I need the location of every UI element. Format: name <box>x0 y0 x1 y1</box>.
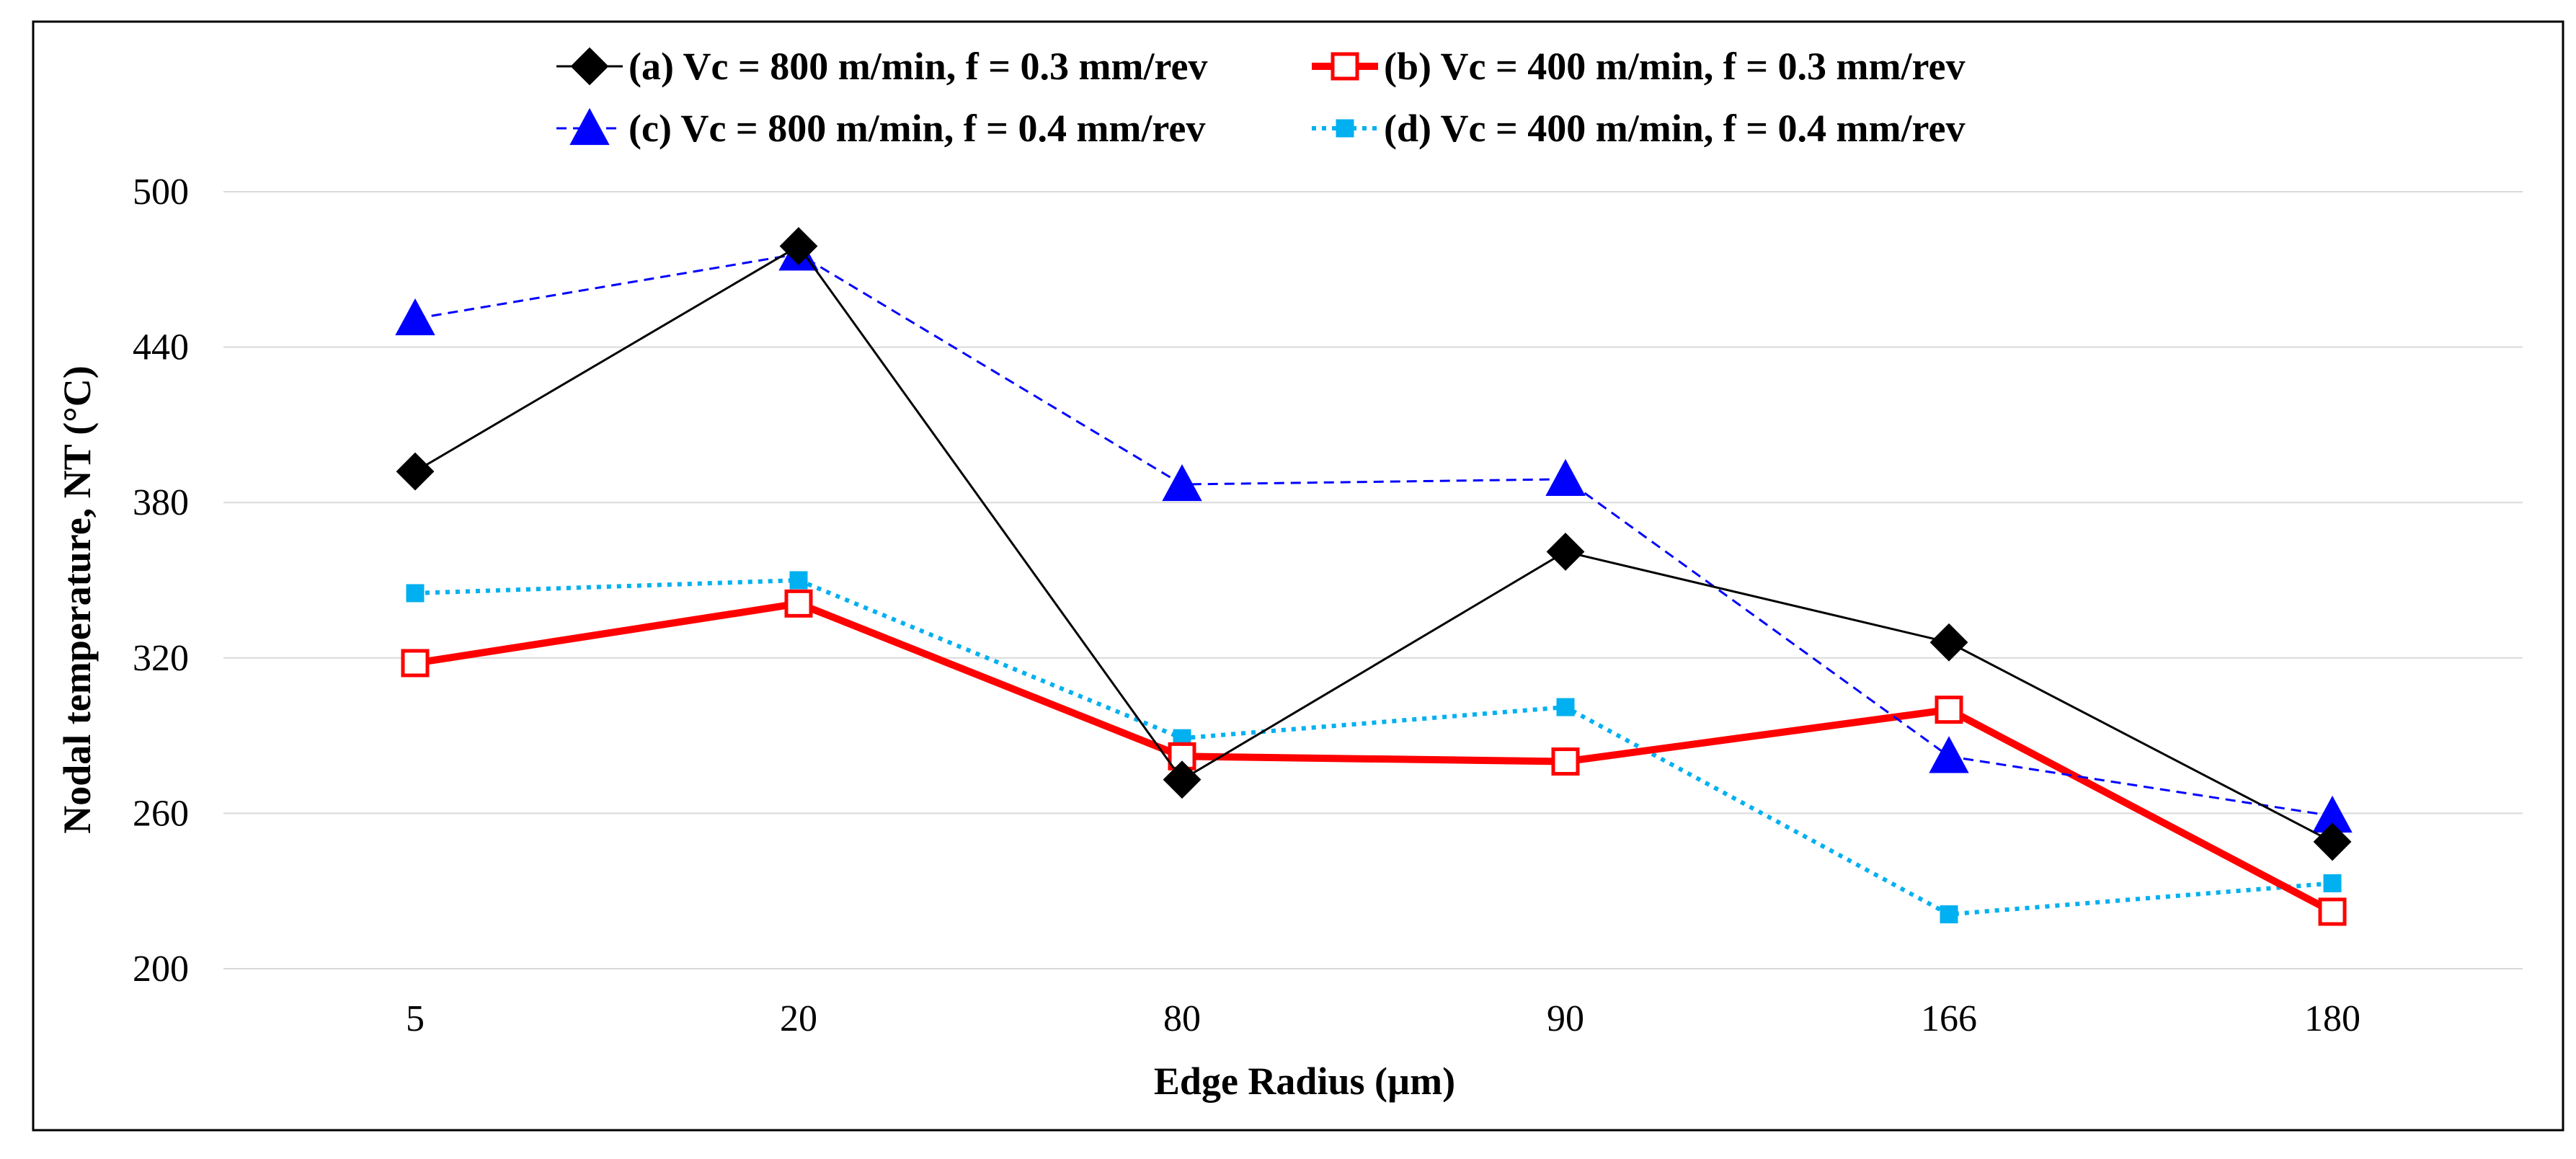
series-d-point-180 <box>2323 874 2342 892</box>
series-c-point-5 <box>395 298 435 336</box>
legend-item-c: (c) Vc = 800 m/min, f = 0.4 mm/rev <box>556 107 1205 150</box>
gridlines <box>223 191 2523 969</box>
x-tick-label-80: 80 <box>1163 998 1201 1039</box>
series-c-line <box>414 252 2333 817</box>
series-b-point-20 <box>784 589 813 618</box>
series-a-line <box>414 244 2333 843</box>
legend-swatch-marker-b <box>1331 52 1359 81</box>
chart-border <box>32 20 2564 1132</box>
x-tick-label-180: 180 <box>2304 998 2360 1039</box>
x-tick-label-5: 5 <box>406 998 425 1039</box>
series-b-point-166 <box>1935 696 1963 724</box>
series-a-point-20 <box>779 227 818 265</box>
legend-item-a: (a) Vc = 800 m/min, f = 0.3 mm/rev <box>556 45 1207 88</box>
y-tick-label-320: 320 <box>133 638 189 679</box>
legend-item-b: (b) Vc = 400 m/min, f = 0.3 mm/rev <box>1312 45 1965 88</box>
legend-label-b: (b) Vc = 400 m/min, f = 0.3 mm/rev <box>1384 45 1965 88</box>
y-tick-label-380: 380 <box>133 482 189 523</box>
y-tick-label-440: 440 <box>133 327 189 368</box>
legend-label-a: (a) Vc = 800 m/min, f = 0.3 mm/rev <box>629 45 1207 88</box>
series-a-point-180 <box>2313 822 2352 861</box>
series-b-line <box>414 600 2335 915</box>
series-b-point-5 <box>401 649 430 678</box>
y-tick-label-200: 200 <box>133 949 189 990</box>
series-a-point-80 <box>1163 760 1202 799</box>
series-a-point-166 <box>1929 623 1968 662</box>
legend-swatch-marker-a <box>570 47 609 86</box>
series-d-point-90 <box>1556 698 1575 716</box>
legend-label-d: (d) Vc = 400 m/min, f = 0.4 mm/rev <box>1384 107 1965 150</box>
series-c <box>395 234 2353 833</box>
legend-swatch-marker-c <box>569 107 610 146</box>
series-b-point-90 <box>1551 747 1580 776</box>
series-a <box>396 227 2352 861</box>
legend: (a) Vc = 800 m/min, f = 0.3 mm/rev (b) Vc… <box>556 45 1965 150</box>
legend-label-c: (c) Vc = 800 m/min, f = 0.4 mm/rev <box>629 107 1205 150</box>
legend-swatch-marker-d <box>1336 119 1354 138</box>
series-a-point-5 <box>396 452 435 491</box>
series-d-point-20 <box>789 571 808 590</box>
legend-item-d: (d) Vc = 400 m/min, f = 0.4 mm/rev <box>1312 107 1965 150</box>
x-axis-title: Edge Radius (µm) <box>1154 1060 1455 1103</box>
y-tick-labels: 200 260 320 380 440 500 <box>133 172 189 990</box>
series-b-point-180 <box>2318 897 2347 926</box>
x-tick-labels: 5 20 80 90 166 180 <box>406 998 2360 1039</box>
y-tick-label-260: 260 <box>133 793 189 834</box>
y-axis-title: Nodal temperature, NT (°C) <box>55 365 99 834</box>
series-c-point-80 <box>1162 463 1202 502</box>
series-c-point-166 <box>1929 736 1969 773</box>
series-d <box>406 571 2342 924</box>
series-d-line <box>414 578 2333 917</box>
series-b <box>401 589 2347 926</box>
series-c-point-90 <box>1545 458 1586 496</box>
x-tick-label-20: 20 <box>780 998 817 1039</box>
series-layer <box>395 227 2353 926</box>
series-d-point-166 <box>1940 905 1958 924</box>
series-d-point-5 <box>406 584 425 603</box>
y-tick-label-500: 500 <box>133 172 189 213</box>
x-tick-label-90: 90 <box>1547 998 1584 1039</box>
series-a-point-90 <box>1546 533 1585 571</box>
x-tick-label-166: 166 <box>1921 998 1977 1039</box>
